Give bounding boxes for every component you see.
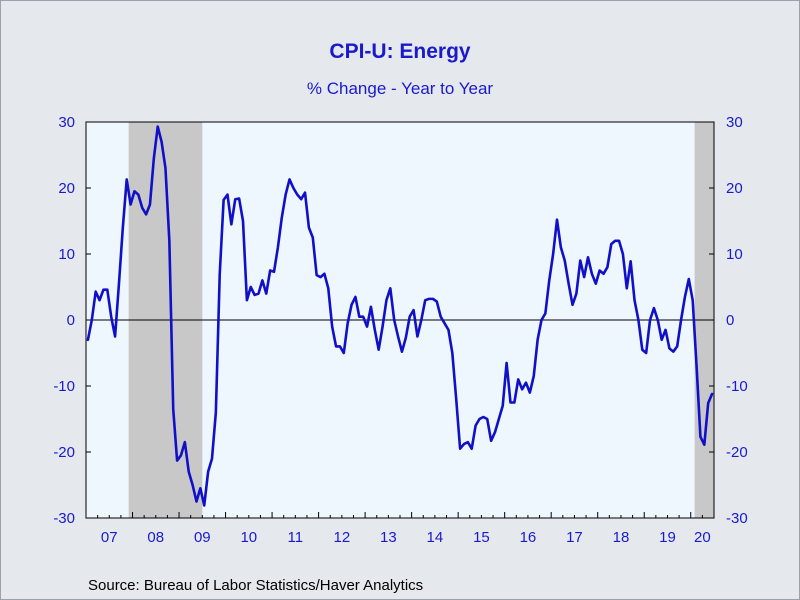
y-tick-label-left: 20 bbox=[58, 180, 75, 197]
y-tick-label-right: 0 bbox=[726, 312, 734, 329]
x-tick-label: 20 bbox=[694, 529, 711, 546]
source-note: Source: Bureau of Labor Statistics/Haver… bbox=[88, 577, 424, 594]
x-tick-label: 15 bbox=[473, 529, 490, 546]
y-tick-label-left: -10 bbox=[53, 378, 75, 395]
y-tick-label-left: 0 bbox=[67, 312, 75, 329]
x-tick-label: 07 bbox=[101, 529, 118, 546]
x-tick-label: 14 bbox=[427, 529, 444, 546]
x-tick-label: 10 bbox=[240, 529, 257, 546]
x-tick-label: 16 bbox=[520, 529, 537, 546]
y-tick-label-left: 10 bbox=[58, 246, 75, 263]
y-tick-label-left: -20 bbox=[53, 444, 75, 461]
y-tick-label-right: 20 bbox=[726, 180, 743, 197]
x-tick-label: 19 bbox=[659, 529, 676, 546]
x-tick-label: 18 bbox=[613, 529, 630, 546]
y-tick-label-right: -20 bbox=[726, 444, 748, 461]
y-tick-label-left: -30 bbox=[53, 510, 75, 527]
series-line-energy-cpi bbox=[86, 125, 714, 507]
x-tick-label: 12 bbox=[334, 529, 351, 546]
chart-subtitle: % Change - Year to Year bbox=[306, 79, 494, 98]
y-tick-label-right: 10 bbox=[726, 246, 743, 263]
x-tick-label: 09 bbox=[194, 529, 211, 546]
x-tick-label: 13 bbox=[380, 529, 397, 546]
x-tick-label: 17 bbox=[566, 529, 583, 546]
x-tick-label: 08 bbox=[147, 529, 164, 546]
x-tick-label: 11 bbox=[288, 529, 304, 546]
y-tick-label-right: -10 bbox=[726, 378, 748, 395]
chart-title: CPI-U: Energy bbox=[329, 40, 471, 63]
y-tick-label-right: -30 bbox=[726, 510, 748, 527]
y-tick-label-left: 30 bbox=[58, 114, 75, 131]
y-tick-label-right: 30 bbox=[726, 114, 743, 131]
